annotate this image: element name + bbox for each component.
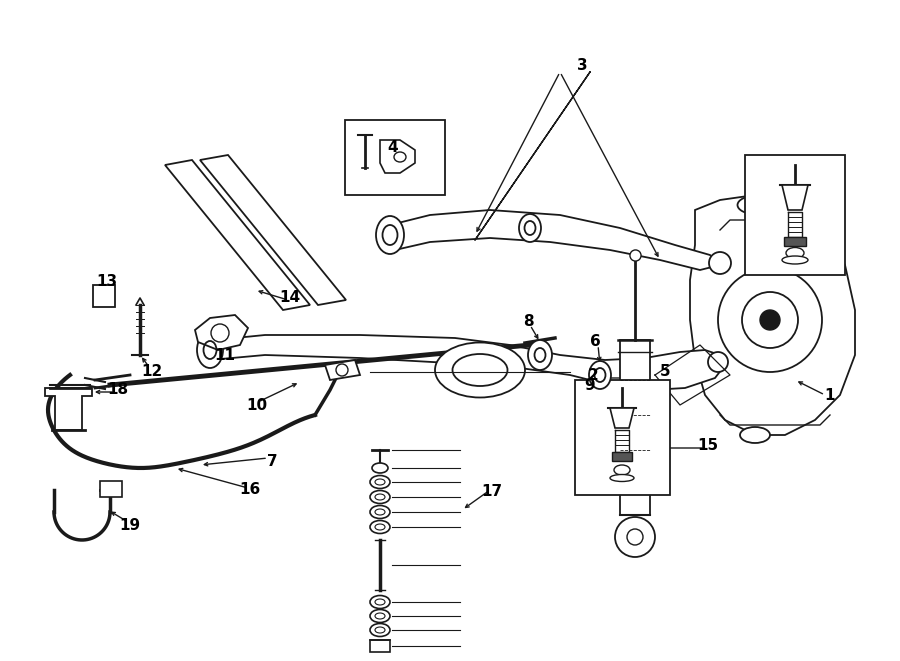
Ellipse shape [589,361,611,389]
Bar [745,155,845,275]
Text: 16: 16 [239,483,261,498]
Polygon shape [165,160,310,310]
Text: 3: 3 [577,58,588,73]
Text: 7: 7 [266,455,277,469]
Polygon shape [325,360,360,380]
Text: 12: 12 [141,364,163,379]
Ellipse shape [528,340,552,370]
Bar [612,452,632,461]
Text: 9: 9 [585,377,595,393]
Ellipse shape [370,609,390,623]
Polygon shape [390,210,720,270]
Ellipse shape [370,623,390,637]
Ellipse shape [709,252,731,274]
Bar [620,340,650,515]
Text: 4: 4 [388,141,399,155]
Text: 17: 17 [482,485,502,500]
Polygon shape [782,185,808,210]
Ellipse shape [370,506,390,518]
Text: 6: 6 [590,334,600,350]
Polygon shape [690,195,855,435]
Text: 19: 19 [120,518,140,533]
Bar [575,380,670,495]
Circle shape [760,310,780,330]
Ellipse shape [376,216,404,254]
Ellipse shape [610,475,634,481]
Text: 18: 18 [107,383,129,397]
Ellipse shape [394,152,406,162]
Text: 1: 1 [824,387,835,403]
Polygon shape [195,315,248,350]
Ellipse shape [372,463,388,473]
Ellipse shape [370,475,390,488]
Ellipse shape [370,520,390,533]
Bar [100,481,122,497]
Text: 11: 11 [214,348,236,362]
Ellipse shape [614,465,630,475]
Ellipse shape [708,352,728,372]
Polygon shape [45,388,92,430]
Ellipse shape [435,342,525,397]
Ellipse shape [740,427,770,443]
Ellipse shape [782,256,808,264]
Polygon shape [380,140,415,173]
Text: 13: 13 [96,274,118,290]
Text: 2: 2 [588,368,598,383]
Bar [93,285,115,307]
Polygon shape [200,155,346,305]
Ellipse shape [786,247,804,258]
Polygon shape [610,408,634,428]
Ellipse shape [370,596,390,609]
Ellipse shape [370,490,390,504]
Ellipse shape [519,214,541,242]
Ellipse shape [737,196,772,214]
Bar [784,237,806,246]
Bar [345,120,445,195]
Text: 15: 15 [698,438,718,453]
Text: 5: 5 [660,364,670,379]
Polygon shape [205,335,725,390]
Bar [370,640,390,652]
Text: 14: 14 [279,290,301,305]
Text: 10: 10 [247,397,267,412]
Ellipse shape [197,332,223,368]
Text: 8: 8 [523,315,534,329]
